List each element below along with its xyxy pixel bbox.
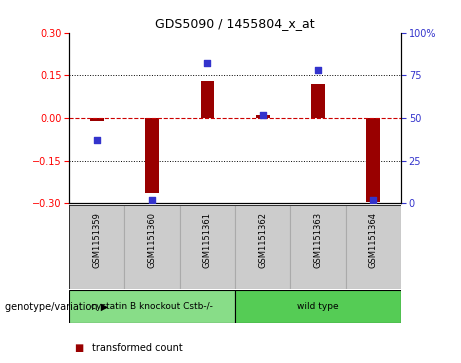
Bar <box>346 205 401 289</box>
Bar <box>311 84 325 118</box>
Text: GSM1151364: GSM1151364 <box>369 212 378 268</box>
Text: ■: ■ <box>74 343 83 354</box>
Text: cystatin B knockout Cstb-/-: cystatin B knockout Cstb-/- <box>91 302 213 311</box>
Point <box>93 137 100 143</box>
Text: genotype/variation ▶: genotype/variation ▶ <box>5 302 108 312</box>
Bar <box>69 290 235 323</box>
Bar <box>366 118 380 202</box>
Text: GSM1151361: GSM1151361 <box>203 212 212 268</box>
Point <box>370 197 377 203</box>
Text: GSM1151359: GSM1151359 <box>92 212 101 268</box>
Text: GSM1151360: GSM1151360 <box>148 212 157 268</box>
Title: GDS5090 / 1455804_x_at: GDS5090 / 1455804_x_at <box>155 17 315 30</box>
Bar <box>90 118 104 121</box>
Bar <box>290 205 346 289</box>
Bar <box>69 205 124 289</box>
Bar <box>256 115 270 118</box>
Text: wild type: wild type <box>297 302 339 311</box>
Text: transformed count: transformed count <box>92 343 183 354</box>
Point <box>148 197 156 203</box>
Bar <box>145 118 159 193</box>
Bar <box>124 205 180 289</box>
Bar <box>235 205 290 289</box>
Text: GSM1151363: GSM1151363 <box>313 212 323 268</box>
Point <box>259 112 266 118</box>
Bar <box>180 205 235 289</box>
Bar <box>235 290 401 323</box>
Bar <box>201 81 214 118</box>
Point <box>204 61 211 66</box>
Text: GSM1151362: GSM1151362 <box>258 212 267 268</box>
Point <box>314 67 322 73</box>
